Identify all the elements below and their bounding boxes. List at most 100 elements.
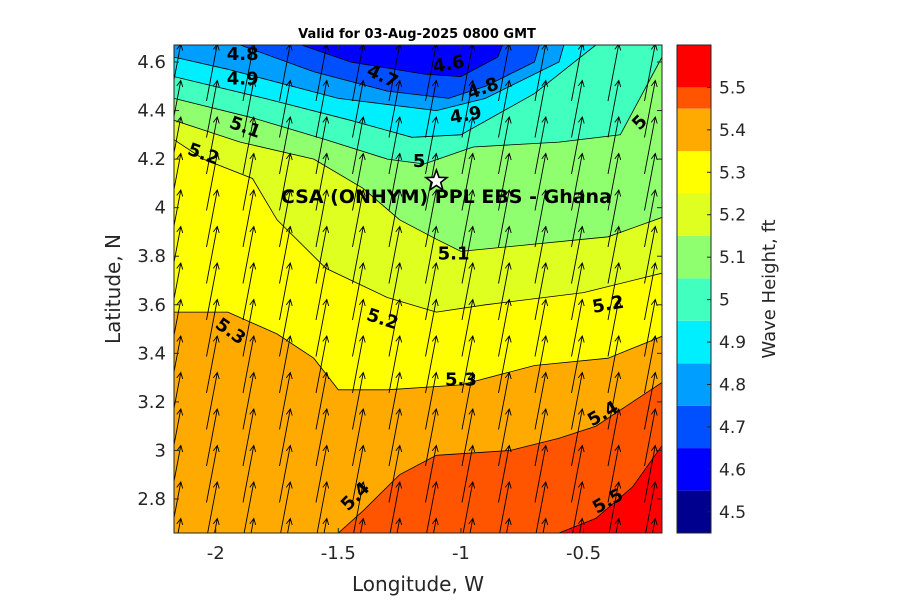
wave-arrow xyxy=(352,189,366,248)
wave-arrow xyxy=(279,371,293,430)
wave-arrow xyxy=(206,408,220,467)
wave-arrow xyxy=(534,152,549,211)
colorbar-swatch xyxy=(677,363,711,406)
wave-arrow xyxy=(352,45,366,102)
wave-arrow xyxy=(461,444,476,503)
wave-arrow xyxy=(607,116,622,175)
wave-arrow xyxy=(425,116,439,175)
wave-arrow xyxy=(644,189,658,248)
wave-arrow xyxy=(352,152,366,211)
wave-arrow xyxy=(206,298,220,357)
wave-arrow xyxy=(425,408,439,467)
contour-line xyxy=(174,139,662,313)
wave-arrow xyxy=(468,517,476,533)
colorbar-swatch xyxy=(677,278,711,321)
contour-line xyxy=(174,45,565,112)
wave-arrow xyxy=(279,152,293,211)
wave-arrow xyxy=(242,116,257,175)
wave-arrow xyxy=(571,79,585,138)
contour-line xyxy=(174,382,662,533)
chart-title: Valid for 03-Aug-2025 0800 GMT xyxy=(298,27,536,42)
wave-arrow xyxy=(315,371,330,430)
wave-arrow xyxy=(607,371,622,430)
wave-arrow xyxy=(174,189,184,229)
wave-arrow xyxy=(461,189,476,248)
wave-arrow xyxy=(498,444,512,503)
contour-band xyxy=(174,382,662,533)
wave-arrow xyxy=(498,408,512,467)
wave-arrow xyxy=(498,298,512,357)
wave-arrow xyxy=(242,298,257,357)
wave-arrow xyxy=(425,335,439,394)
wave-arrow xyxy=(607,444,622,503)
wave-arrow xyxy=(315,152,330,211)
wave-arrow xyxy=(206,189,220,248)
wave-arrow xyxy=(174,298,184,338)
colorbar-label: Wave Height, ft xyxy=(759,219,780,358)
wave-arrow xyxy=(352,79,366,138)
wave-arrow xyxy=(534,371,549,430)
wave-arrow xyxy=(534,45,549,102)
wave-arrow xyxy=(534,262,549,321)
wave-arrow xyxy=(388,116,403,175)
wave-arrow xyxy=(279,189,293,248)
wave-arrow xyxy=(571,262,585,321)
wave-arrow xyxy=(571,225,585,284)
wave-arrow xyxy=(571,335,585,394)
wave-arrow xyxy=(461,79,476,138)
wave-arrow xyxy=(242,45,257,102)
wave-arrow xyxy=(388,298,403,357)
y-tick-label: 4.4 xyxy=(137,101,166,122)
wave-arrow xyxy=(352,225,366,284)
wave-arrow xyxy=(426,481,439,533)
wave-arrow xyxy=(644,371,658,430)
wave-arrow xyxy=(358,517,366,533)
wave-arrow xyxy=(352,116,366,175)
wave-arrow xyxy=(571,116,585,175)
wave-arrow xyxy=(498,262,512,321)
colorbar-swatch xyxy=(677,151,711,194)
colorbar-ticks: 4.5 4.6 4.7 4.8 4.9 5 5.1 5.2 5.3 5.4 5.5 xyxy=(707,78,746,523)
wave-arrow xyxy=(534,444,549,503)
wave-arrow xyxy=(607,189,622,248)
colorbar-tick-label: 5.1 xyxy=(719,248,746,268)
wave-arrow xyxy=(535,481,549,533)
wave-arrow xyxy=(645,481,658,533)
colorbar-tick-label: 5.3 xyxy=(719,163,746,183)
contour-label: 5.3 xyxy=(445,370,477,391)
wave-arrow xyxy=(577,517,585,533)
wave-arrow xyxy=(206,116,220,175)
wave-arrow xyxy=(315,335,330,394)
wave-arrow xyxy=(242,225,257,284)
contour-line xyxy=(174,56,662,165)
wave-arrow xyxy=(644,45,658,102)
wave-arrow xyxy=(279,444,293,503)
contour-line xyxy=(174,311,662,391)
wave-arrow xyxy=(534,189,549,248)
colorbar-frame xyxy=(676,44,712,534)
wave-arrow xyxy=(315,225,330,284)
wave-arrow xyxy=(279,408,293,467)
colorbar-swatch xyxy=(677,193,711,236)
wave-arrow xyxy=(534,408,549,467)
wave-arrow xyxy=(389,481,403,533)
colorbar-swatch xyxy=(677,490,711,533)
wave-arrow xyxy=(541,517,549,533)
wave-arrow xyxy=(388,262,403,321)
wave-arrow xyxy=(534,298,549,357)
colorbar-swatch xyxy=(677,236,711,279)
wave-arrow xyxy=(388,371,403,430)
wave-arrow xyxy=(315,262,330,321)
wave-arrow xyxy=(571,189,585,248)
contour-label: 5.1 xyxy=(438,243,470,264)
contour-label: 4.9 xyxy=(227,69,259,90)
wave-arrow xyxy=(461,371,476,430)
colorbar-tick-label: 5.2 xyxy=(719,206,746,226)
wave-arrow xyxy=(243,481,257,533)
wave-arrow xyxy=(279,225,293,284)
wave-arrow xyxy=(388,408,403,467)
wave-arrow xyxy=(206,262,220,321)
wave-arrow xyxy=(206,335,220,394)
wave-arrow xyxy=(388,444,403,503)
wave-arrow xyxy=(279,335,293,394)
